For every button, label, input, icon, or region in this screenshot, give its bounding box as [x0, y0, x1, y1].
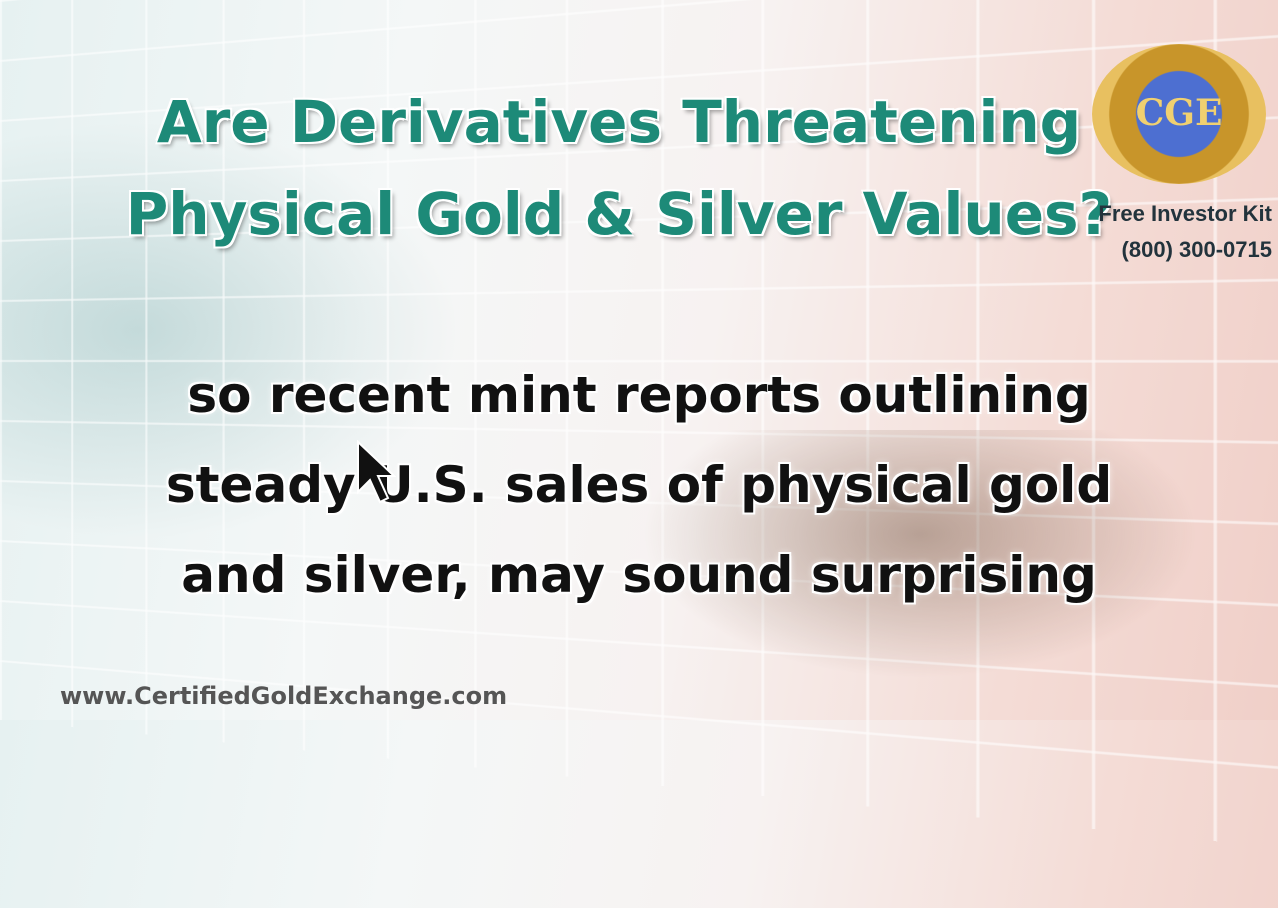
kit-label: Free Investor Kit [1098, 201, 1272, 226]
world-map-graphic [620, 430, 1220, 690]
title-line-1: Are Derivatives Threatening [156, 88, 1082, 156]
website-url: www.CertifiedGoldExchange.com [60, 682, 508, 710]
caption-line-3: and silver, may sound surprising [181, 546, 1097, 604]
caption-line-2: steady U.S. sales of physical gold [165, 456, 1113, 514]
investor-kit-info: Free Investor Kit (800) 300-0715 [1098, 196, 1272, 268]
caption-line-1: so recent mint reports outlining [187, 366, 1091, 424]
logo-monogram: CGE [1135, 92, 1223, 134]
phone-number: (800) 300-0715 [1121, 237, 1272, 262]
title-line-2: Physical Gold & Silver Values? [125, 180, 1113, 248]
cge-logo-seal: CGE [1092, 44, 1266, 184]
arrow-cursor-icon [357, 440, 396, 504]
